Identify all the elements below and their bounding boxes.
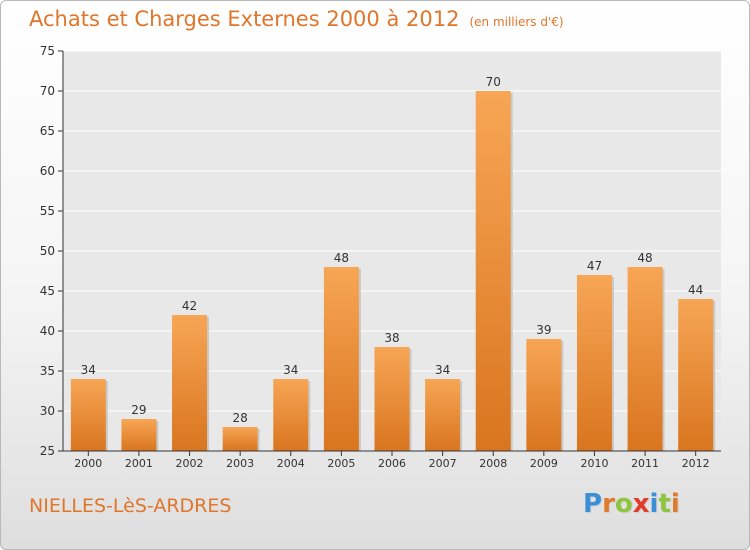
- data-label: 70: [486, 75, 501, 89]
- y-tick-label: 45: [40, 284, 55, 298]
- bar: [222, 427, 258, 451]
- y-tick-label: 35: [40, 364, 55, 378]
- data-label: 38: [384, 331, 399, 345]
- x-tick-label: 2008: [479, 457, 507, 470]
- x-tick-label: 2012: [682, 457, 710, 470]
- x-tick-label: 2001: [125, 457, 153, 470]
- bar: [374, 347, 410, 451]
- y-tick-label: 50: [40, 244, 55, 258]
- bar: [425, 379, 461, 451]
- y-tick-label: 40: [40, 324, 55, 338]
- chart-title: Achats et Charges Externes 2000 à 2012 (e…: [29, 7, 564, 31]
- bar: [475, 91, 511, 451]
- data-label: 29: [131, 403, 146, 417]
- bar: [627, 267, 663, 451]
- y-tick-label: 65: [40, 124, 55, 138]
- logo-letter: i: [649, 489, 659, 519]
- data-label: 47: [587, 259, 602, 273]
- commune-name: NIELLES-LèS-ARDRES: [29, 495, 232, 517]
- x-tick-label: 2010: [580, 457, 608, 470]
- x-tick-label: 2005: [327, 457, 355, 470]
- logo-letter: P: [583, 489, 603, 519]
- x-tick-label: 2006: [378, 457, 406, 470]
- bars: [70, 91, 716, 451]
- data-label: 42: [182, 299, 197, 313]
- bar: [323, 267, 359, 451]
- logo-letter: x: [632, 489, 650, 519]
- bar: [172, 315, 208, 451]
- bar: [526, 339, 562, 451]
- data-label: 48: [637, 251, 652, 265]
- logo-letter: r: [602, 489, 615, 519]
- y-tick-label: 30: [40, 404, 55, 418]
- x-tick-label: 2011: [631, 457, 659, 470]
- proxiti-logo: Proxiti: [583, 489, 680, 519]
- chart-title-main: Achats et Charges Externes 2000 à 2012: [29, 7, 460, 31]
- y-tick-label: 70: [40, 84, 55, 98]
- y-tick-label: 55: [40, 204, 55, 218]
- x-tick-label: 2009: [530, 457, 558, 470]
- x-tick-label: 2004: [277, 457, 305, 470]
- data-label: 28: [233, 411, 248, 425]
- logo-letter: o: [614, 489, 633, 519]
- y-tick-label: 75: [40, 44, 55, 58]
- y-tick-label: 60: [40, 164, 55, 178]
- x-tick-label: 2002: [176, 457, 204, 470]
- x-tick-label: 2007: [429, 457, 457, 470]
- data-label: 34: [283, 363, 298, 377]
- data-label: 34: [435, 363, 450, 377]
- bar: [70, 379, 106, 451]
- bar: [273, 379, 309, 451]
- x-tick-label: 2000: [74, 457, 102, 470]
- axes: [58, 50, 721, 456]
- x-tick-label: 2003: [226, 457, 254, 470]
- data-label: 34: [81, 363, 96, 377]
- logo-letter: i: [670, 489, 680, 519]
- bar: [678, 299, 714, 451]
- data-label: 48: [334, 251, 349, 265]
- data-label: 44: [688, 283, 703, 297]
- bar: [576, 275, 612, 451]
- data-label: 39: [536, 323, 551, 337]
- bar: [121, 419, 157, 451]
- logo-letter: t: [658, 489, 671, 519]
- y-tick-label: 25: [40, 444, 55, 458]
- chart-title-unit: (en milliers d'€): [469, 15, 564, 29]
- labels: 25 30 35 40 45 50 55 60 65 70 75 34 2000 29 2001 42 2002…: [40, 44, 710, 470]
